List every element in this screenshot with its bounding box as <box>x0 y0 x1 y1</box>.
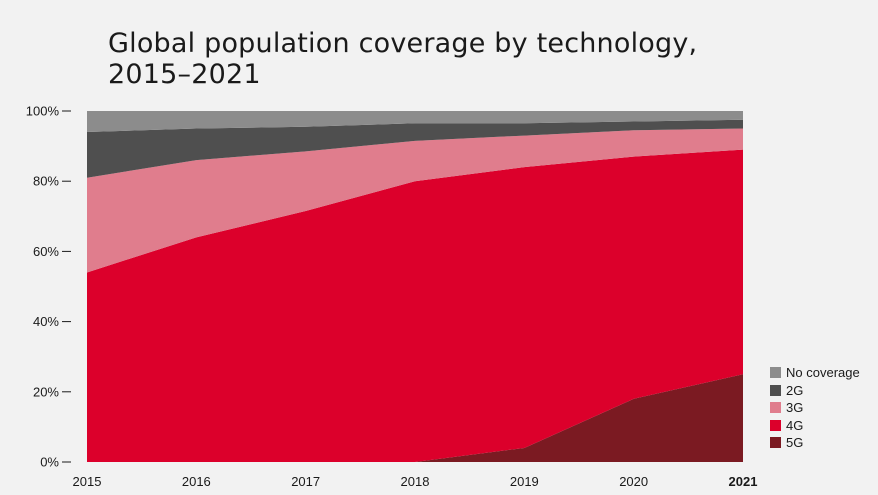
chart-legend: No coverage 2G 3G 4G 5G <box>770 364 860 452</box>
legend-item-2g: 2G <box>770 382 860 400</box>
chart-title-line-1: Global population coverage by technology… <box>108 28 698 59</box>
legend-label: 2G <box>786 382 804 398</box>
area-series-5g <box>87 374 743 462</box>
legend-swatch <box>770 402 781 414</box>
x-tick-label: 2017 <box>291 474 320 489</box>
area-series-4g <box>87 149 743 463</box>
x-tick-label: 2018 <box>401 474 430 489</box>
x-tick-label: 2016 <box>182 474 211 489</box>
legend-label: 4G <box>786 417 804 433</box>
legend-label: 3G <box>786 400 804 416</box>
legend-item-5g: 5G <box>770 434 860 452</box>
y-tick-label: 40% <box>33 314 59 329</box>
y-tick-label: 20% <box>33 384 59 399</box>
x-tick-label: 2015 <box>73 474 102 489</box>
x-tick-label: 2021 <box>729 474 758 489</box>
legend-item-4g: 4G <box>770 417 860 435</box>
y-tick-label: 80% <box>33 174 59 189</box>
y-tick-label: 0% <box>40 455 59 470</box>
legend-swatch <box>770 367 781 379</box>
chart-title: Global population coverage by technology… <box>108 28 697 90</box>
y-tick-label: 100% <box>26 104 60 119</box>
legend-swatch <box>770 419 781 431</box>
legend-swatch <box>770 437 781 449</box>
x-tick-label: 2019 <box>510 474 539 489</box>
legend-item-3g: 3G <box>770 399 860 417</box>
x-tick-label: 2020 <box>619 474 648 489</box>
area-series-3g <box>87 128 743 273</box>
legend-item-no-coverage: No coverage <box>770 364 860 382</box>
area-series-no-coverage <box>87 111 743 133</box>
area-series-2g <box>87 119 743 178</box>
legend-swatch <box>770 384 781 396</box>
y-tick-label: 60% <box>33 244 59 259</box>
chart-title-line-2: 2015–2021 <box>108 59 261 90</box>
legend-label: 5G <box>786 435 804 451</box>
legend-label: No coverage <box>786 365 860 381</box>
